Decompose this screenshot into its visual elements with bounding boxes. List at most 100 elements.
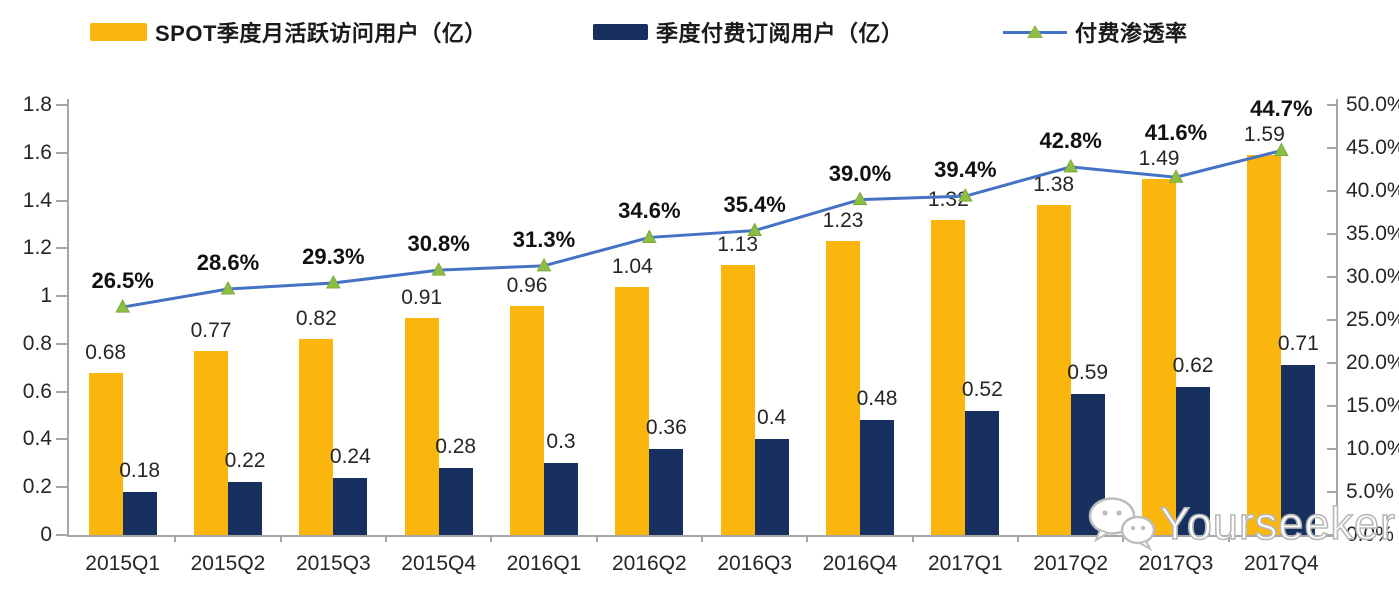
subscribers-legend-label: 季度付费订阅用户（亿） bbox=[656, 21, 904, 46]
penetration-marker-icon bbox=[536, 257, 552, 272]
penetration-marker-icon bbox=[957, 188, 973, 202]
x-axis-tick bbox=[490, 535, 493, 542]
mau-bar-label: 0.91 bbox=[401, 285, 443, 309]
subscribers-bar bbox=[122, 492, 157, 535]
x-axis-label: 2017Q3 bbox=[1138, 552, 1214, 575]
mau-bar-label: 1.04 bbox=[611, 254, 653, 278]
legend-item-subscribers: 季度付费订阅用户（亿） bbox=[593, 16, 904, 48]
penetration-marker-icon bbox=[220, 280, 236, 295]
x-axis-tick bbox=[806, 535, 809, 542]
penetration-marker-icon bbox=[747, 222, 763, 237]
right-axis-label: 15.0% bbox=[1346, 394, 1399, 417]
right-axis-tick bbox=[1327, 534, 1336, 536]
penetration-line-path bbox=[122, 149, 1282, 309]
x-axis-label: 2015Q2 bbox=[190, 552, 266, 575]
mau-bar bbox=[1142, 179, 1176, 535]
subscribers-bar bbox=[544, 463, 578, 535]
right-axis-tick bbox=[1327, 276, 1336, 278]
mau-bar bbox=[1036, 205, 1071, 535]
right-axis-label: 45.0% bbox=[1346, 136, 1399, 159]
subscribers-bar bbox=[649, 449, 684, 535]
mau-bar bbox=[720, 265, 755, 535]
left-axis-label: 1.2 bbox=[22, 236, 52, 260]
x-axis-label: 2017Q1 bbox=[927, 552, 1003, 575]
legend-item-penetration: 付费渗透率 bbox=[1003, 16, 1188, 48]
left-axis-tick bbox=[56, 104, 67, 106]
mau-bar-label: 0.77 bbox=[190, 319, 232, 343]
penetration-marker-icon bbox=[1273, 142, 1289, 157]
subscribers-bar-label: 0.18 bbox=[119, 459, 161, 482]
x-axis-label: 2015Q4 bbox=[401, 552, 477, 575]
mau-bar-label: 1.13 bbox=[717, 233, 759, 257]
mau-bar-label: 1.32 bbox=[927, 187, 969, 211]
left-axis-tick bbox=[56, 534, 67, 536]
left-axis-label: 1 bbox=[40, 284, 52, 308]
subscribers-bar bbox=[965, 410, 1000, 535]
right-axis-label: 10.0% bbox=[1346, 437, 1399, 460]
penetration-marker-icon bbox=[1168, 169, 1184, 183]
penetration-label: 30.8% bbox=[407, 231, 470, 257]
subscribers-bar bbox=[333, 477, 368, 535]
mau-bar-label: 1.38 bbox=[1033, 173, 1075, 197]
left-axis-label: 1.8 bbox=[22, 93, 52, 116]
mau-bar bbox=[194, 351, 228, 535]
subscribers-bar-label: 0.4 bbox=[757, 406, 787, 430]
mau-bar-label: 1.59 bbox=[1243, 123, 1285, 147]
right-axis-label: 5.0% bbox=[1346, 480, 1394, 503]
right-axis-label: 40.0% bbox=[1346, 179, 1399, 202]
left-axis-tick bbox=[56, 390, 67, 393]
penetration-marker-icon bbox=[431, 262, 447, 276]
left-axis-label: 0.6 bbox=[22, 379, 52, 403]
subscribers-bar bbox=[438, 468, 473, 535]
left-axis-tick bbox=[56, 342, 67, 345]
mau-bar bbox=[931, 219, 966, 535]
x-axis-label: 2017Q2 bbox=[1033, 552, 1109, 575]
x-axis-label: 2015Q3 bbox=[295, 552, 371, 575]
penetration-label: 31.3% bbox=[512, 226, 576, 252]
subscribers-legend-swatch-icon bbox=[593, 24, 648, 40]
left-axis-label: 0 bbox=[40, 523, 52, 546]
mau-legend-swatch-icon bbox=[90, 23, 147, 41]
left-axis-tick bbox=[56, 247, 67, 250]
penetration-marker-icon bbox=[325, 274, 341, 289]
penetration-label: 34.6% bbox=[618, 198, 681, 224]
x-axis-tick bbox=[1017, 535, 1019, 542]
subscribers-bar-label: 0.28 bbox=[435, 435, 477, 459]
left-axis-tick bbox=[56, 199, 67, 202]
right-axis-label: 25.0% bbox=[1346, 308, 1399, 331]
right-axis-tick bbox=[1327, 104, 1336, 106]
left-axis-label: 1.6 bbox=[22, 140, 52, 164]
right-axis-line bbox=[1336, 99, 1338, 535]
penetration-label: 41.6% bbox=[1144, 120, 1208, 146]
right-axis-tick bbox=[1327, 491, 1336, 493]
penetration-label: 28.6% bbox=[196, 250, 260, 276]
right-axis-tick bbox=[1327, 319, 1336, 321]
right-axis-label: 30.0% bbox=[1346, 265, 1399, 288]
penetration-marker-icon bbox=[641, 229, 657, 243]
penetration-label: 44.7% bbox=[1250, 96, 1313, 122]
subscribers-bar-label: 0.59 bbox=[1067, 361, 1109, 385]
left-axis-label: 0.8 bbox=[22, 331, 52, 355]
subscribers-bar bbox=[228, 482, 262, 535]
left-axis-label: 0.2 bbox=[22, 475, 52, 499]
subscribers-bar-label: 0.3 bbox=[546, 430, 576, 454]
right-axis-label: 35.0% bbox=[1346, 222, 1399, 245]
x-axis-tick bbox=[595, 535, 598, 542]
left-axis-label: 0.4 bbox=[22, 427, 52, 451]
x-axis-label: 2016Q2 bbox=[611, 552, 687, 575]
mau-bar-label: 1.49 bbox=[1138, 147, 1180, 171]
mau-bar bbox=[88, 372, 123, 535]
x-axis-label: 2017Q4 bbox=[1243, 552, 1319, 575]
x-axis-tick bbox=[279, 535, 282, 542]
subscribers-bar bbox=[1281, 365, 1316, 535]
subscribers-bar-label: 0.36 bbox=[645, 416, 687, 439]
penetration-label: 39.0% bbox=[828, 160, 892, 186]
x-axis-tick bbox=[385, 535, 387, 542]
mau-legend-label: SPOT季度月活跃访问用户（亿） bbox=[155, 21, 487, 46]
x-axis-label: 2016Q4 bbox=[822, 552, 898, 575]
subscribers-bar-label: 0.71 bbox=[1277, 332, 1319, 356]
x-axis-label: 2015Q1 bbox=[85, 552, 161, 575]
right-axis-tick bbox=[1327, 147, 1336, 149]
